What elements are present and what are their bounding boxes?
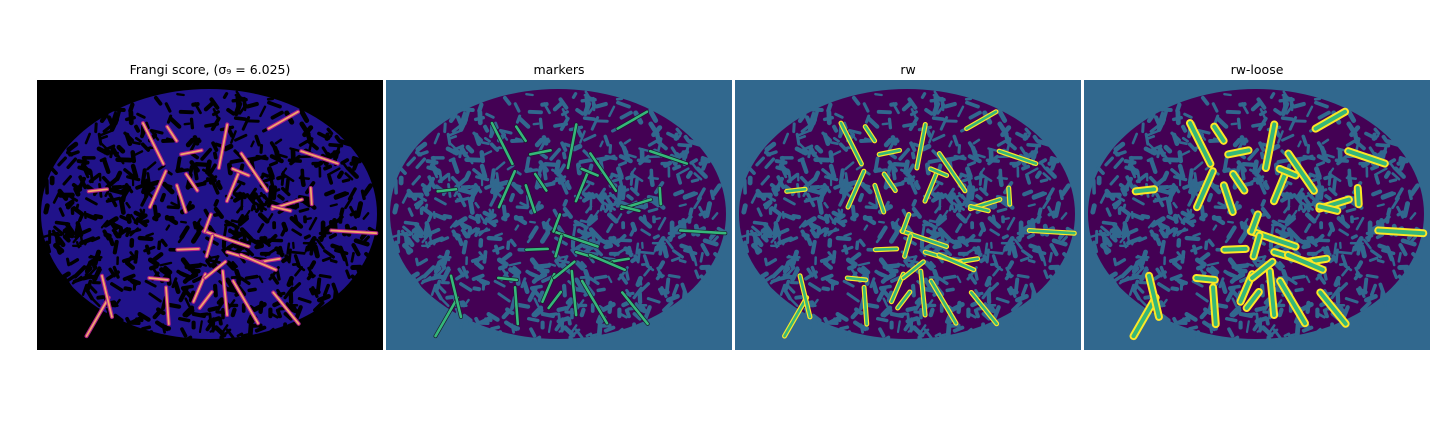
- texture: [40, 90, 383, 347]
- panel-title-frangi: Frangi score, (σ₉ = 6.025): [129, 62, 291, 77]
- texture: [738, 90, 1081, 347]
- texture: [389, 90, 732, 347]
- panel-title-markers: markers: [533, 62, 585, 77]
- rw-canvas: [735, 80, 1081, 350]
- rw-image: [735, 80, 1081, 350]
- rw-loose-canvas: [1084, 80, 1430, 350]
- texture: [1087, 90, 1430, 347]
- vessel-highlights: [433, 109, 728, 339]
- frangi-score-image: [37, 80, 383, 350]
- markers-canvas: [386, 80, 732, 350]
- frangi-score-canvas: [37, 80, 383, 350]
- panel-title-rw-loose: rw-loose: [1230, 62, 1284, 77]
- panel-title-rw: rw: [900, 62, 916, 77]
- vessel-highlights: [1129, 107, 1428, 341]
- vessel-highlights: [84, 109, 379, 339]
- vessel-highlights: [782, 109, 1077, 339]
- markers-image: [386, 80, 732, 350]
- rw-loose-image: [1084, 80, 1430, 350]
